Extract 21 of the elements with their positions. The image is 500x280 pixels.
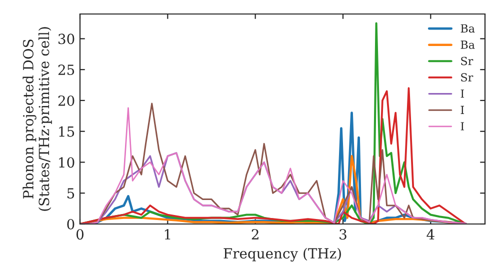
x-tick-label: 1 — [164, 229, 170, 240]
y-tick-label: 10 — [59, 157, 74, 168]
legend-label: I — [460, 106, 464, 114]
legend-label: I — [460, 90, 464, 98]
legend-label: Ba — [460, 24, 475, 33]
y-tick-label: 0 — [67, 218, 74, 230]
y-tick-label: 25 — [58, 64, 74, 76]
legend-label: Ba — [460, 40, 475, 49]
x-tick-label: 4 — [426, 229, 434, 240]
x-tick-label: 0 — [76, 229, 84, 240]
y-tick-label: 15 — [59, 126, 74, 137]
legend-label: Sr — [461, 56, 474, 66]
y-tick-label: 20 — [58, 95, 74, 106]
x-tick-label: 3 — [340, 229, 346, 240]
y-axis-title: Phonon projected DOS (States/THz·primitive cell) — [22, 27, 52, 211]
legend-label: Sr — [461, 73, 474, 82]
x-axis-title: Frequency (THz) — [224, 248, 341, 262]
legend-label: I — [460, 122, 464, 130]
x-tick-label: 2 — [252, 229, 258, 240]
y-tick-label: 30 — [58, 34, 74, 44]
y-tick-label: 5 — [67, 188, 74, 199]
